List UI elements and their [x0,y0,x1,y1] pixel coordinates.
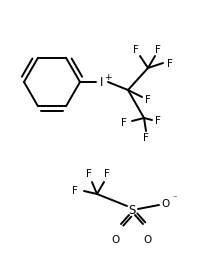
Text: F: F [121,118,127,128]
Text: F: F [143,133,149,143]
Text: F: F [167,59,173,69]
Text: F: F [86,169,92,179]
Text: O: O [144,235,152,245]
Text: F: F [133,45,139,55]
Text: F: F [145,95,151,105]
Text: F: F [155,116,161,126]
Text: O: O [112,235,120,245]
Text: F: F [155,45,161,55]
Text: F: F [104,169,110,179]
Text: O: O [162,199,170,209]
Text: ⁻: ⁻ [173,194,177,203]
Text: S: S [128,203,136,217]
Text: I: I [100,76,104,88]
Text: F: F [72,186,78,196]
Text: +: + [104,73,112,82]
